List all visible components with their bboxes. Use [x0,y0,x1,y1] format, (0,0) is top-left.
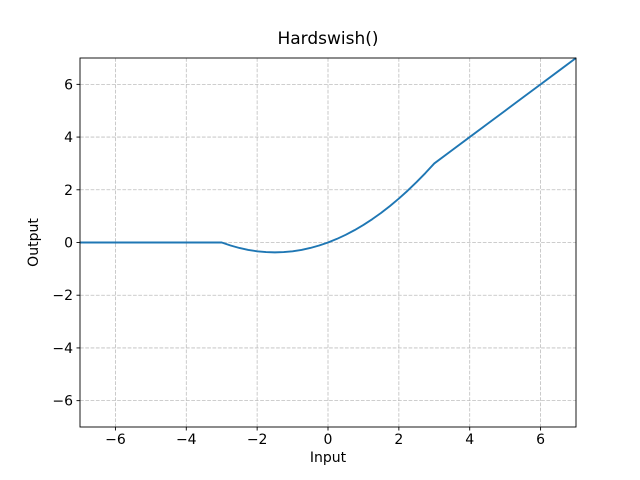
x-tick-label: 4 [465,432,474,448]
x-tick-label: 2 [394,432,403,448]
y-tick-label: 0 [64,236,73,252]
x-tick-label: −6 [105,432,126,448]
plot-frame [79,57,577,428]
x-tick-label: −4 [176,432,197,448]
y-axis-label: Output [26,218,42,267]
y-tick-label: −4 [52,341,73,357]
y-tick-label: −6 [52,394,73,410]
x-tick-label: −2 [247,432,268,448]
chart-title: Hardswish() [277,29,378,49]
hardswish-curve [80,57,577,254]
y-tick-label: 2 [64,183,73,199]
x-tick-label: 6 [536,432,545,448]
axes-layer: −6 −4 −2 0 2 4 6 −6 −4 −2 0 2 4 6 [52,57,577,448]
y-tick-label: 4 [64,130,73,146]
y-tick-label: −2 [52,288,73,304]
y-tick-label: 6 [64,77,73,93]
x-axis-label: Input [310,450,347,466]
x-tick-label: 0 [324,432,333,448]
